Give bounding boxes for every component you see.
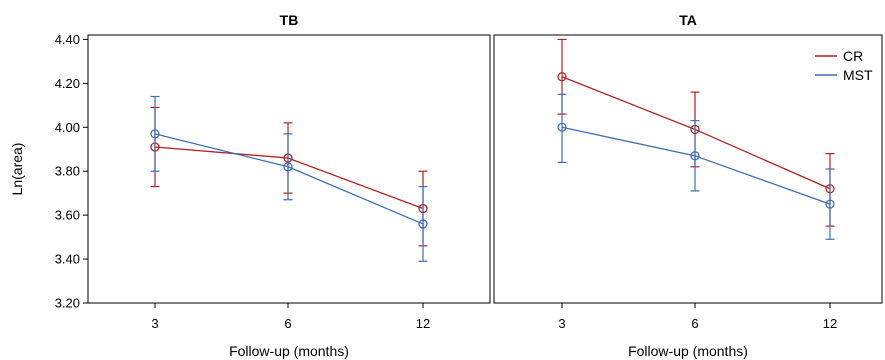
panel-ta-frame xyxy=(493,34,883,304)
y-tick-label: 4.40 xyxy=(55,32,80,47)
y-tick-label: 3.60 xyxy=(55,208,80,223)
data-point-ta-mst xyxy=(690,151,700,161)
x-tick-label-ta: 3 xyxy=(558,316,565,331)
y-axis-title: Ln(area) xyxy=(9,143,25,196)
legend-label-cr: CR xyxy=(843,48,863,64)
x-tick-label-tb: 3 xyxy=(151,316,158,331)
panel-tb-frame xyxy=(87,34,491,304)
data-point-ta-mst xyxy=(557,122,567,132)
y-tick-label: 4.00 xyxy=(55,120,80,135)
data-point-ta-cr xyxy=(557,72,567,82)
legend-label-mst: MST xyxy=(843,67,873,83)
panel-ta-title: TA xyxy=(679,12,697,28)
x-tick-label-ta: 12 xyxy=(823,316,837,331)
y-tick-label: 3.80 xyxy=(55,164,80,179)
data-point-tb-mst xyxy=(283,162,293,172)
data-point-tb-mst xyxy=(418,219,428,229)
series-line-ta-mst xyxy=(561,126,831,205)
y-tick-label: 3.20 xyxy=(55,296,80,311)
x-tick-label-tb: 12 xyxy=(416,316,430,331)
series-line-tb-mst xyxy=(154,133,424,225)
panel-tb-title: TB xyxy=(280,12,299,28)
x-axis-title-tb: Follow-up (months) xyxy=(229,343,349,359)
legend: CR MST xyxy=(815,48,873,83)
y-tick-label: 4.20 xyxy=(55,76,80,91)
x-tick-label-ta: 6 xyxy=(691,316,698,331)
plot-layer: 3.20 3.40 3.60 3.80 4.00 4.20 4.40 3 6 12 3 6 12 xyxy=(55,32,838,331)
x-axis-title-ta: Follow-up (months) xyxy=(628,343,748,359)
data-point-ta-mst xyxy=(825,199,835,209)
x-tick-label-tb: 6 xyxy=(284,316,291,331)
data-point-tb-mst xyxy=(150,129,160,139)
y-tick-label: 3.40 xyxy=(55,252,80,267)
